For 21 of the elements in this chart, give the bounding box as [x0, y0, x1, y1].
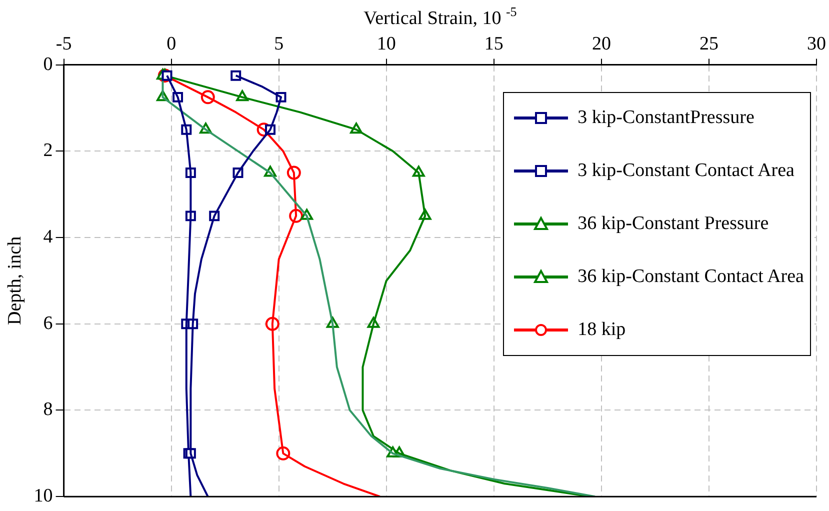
y-tick-label: 10 [34, 486, 53, 507]
legend-label: 3 kip-Constant Contact Area [578, 160, 794, 182]
x-tick-label: 15 [484, 33, 504, 54]
y-axis-title: Depth, inch [4, 236, 26, 326]
legend-label: 18 kip [578, 319, 626, 341]
x-tick-label: -5 [56, 33, 72, 54]
x-tick-label: 30 [807, 33, 826, 54]
legend-label: 36 kip-Constant Contact Area [578, 266, 804, 288]
x-tick-label: 25 [699, 33, 718, 54]
y-tick-label: 4 [43, 226, 54, 248]
x-tick-label: 10 [376, 33, 396, 54]
y-tick-label: 6 [43, 312, 53, 334]
x-tick-label: 5 [274, 33, 284, 54]
x-tick-label: 20 [592, 33, 611, 54]
y-tick-label: 0 [43, 54, 53, 75]
y-tick-label: 8 [43, 399, 53, 420]
y-tick-label: 2 [43, 140, 53, 162]
x-axis-title: Vertical Strain, 10 -5 [364, 4, 517, 29]
x-tick-label: 0 [166, 33, 176, 54]
legend-label: 36 kip-Constant Pressure [578, 213, 769, 235]
legend-label: 3 kip-ConstantPressure [578, 107, 754, 129]
